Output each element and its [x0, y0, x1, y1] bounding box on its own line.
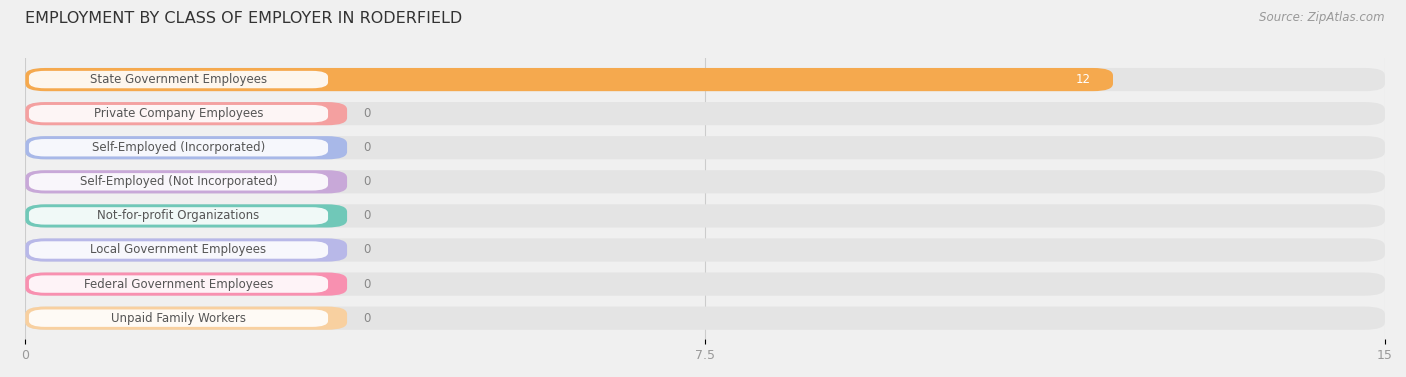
- FancyBboxPatch shape: [25, 204, 347, 227]
- Text: EMPLOYMENT BY CLASS OF EMPLOYER IN RODERFIELD: EMPLOYMENT BY CLASS OF EMPLOYER IN RODER…: [25, 11, 463, 26]
- Text: Unpaid Family Workers: Unpaid Family Workers: [111, 312, 246, 325]
- FancyBboxPatch shape: [25, 136, 347, 159]
- Text: 0: 0: [363, 141, 371, 154]
- Text: State Government Employees: State Government Employees: [90, 73, 267, 86]
- Text: Federal Government Employees: Federal Government Employees: [84, 277, 273, 291]
- Text: 0: 0: [363, 107, 371, 120]
- Text: 0: 0: [363, 312, 371, 325]
- FancyBboxPatch shape: [30, 71, 328, 88]
- Text: Source: ZipAtlas.com: Source: ZipAtlas.com: [1260, 11, 1385, 24]
- Text: 12: 12: [1076, 73, 1090, 86]
- Text: 0: 0: [363, 244, 371, 256]
- Text: Local Government Employees: Local Government Employees: [90, 244, 267, 256]
- FancyBboxPatch shape: [25, 307, 347, 330]
- Text: Private Company Employees: Private Company Employees: [94, 107, 263, 120]
- FancyBboxPatch shape: [30, 173, 328, 190]
- FancyBboxPatch shape: [25, 273, 1385, 296]
- FancyBboxPatch shape: [30, 207, 328, 225]
- Text: 0: 0: [363, 175, 371, 188]
- FancyBboxPatch shape: [25, 102, 1385, 125]
- Text: Self-Employed (Not Incorporated): Self-Employed (Not Incorporated): [80, 175, 277, 188]
- FancyBboxPatch shape: [30, 310, 328, 327]
- FancyBboxPatch shape: [25, 68, 1114, 91]
- FancyBboxPatch shape: [25, 238, 347, 262]
- FancyBboxPatch shape: [25, 136, 1385, 159]
- FancyBboxPatch shape: [30, 139, 328, 156]
- FancyBboxPatch shape: [25, 170, 1385, 193]
- FancyBboxPatch shape: [25, 238, 1385, 262]
- FancyBboxPatch shape: [30, 241, 328, 259]
- FancyBboxPatch shape: [25, 307, 1385, 330]
- Text: Self-Employed (Incorporated): Self-Employed (Incorporated): [91, 141, 266, 154]
- FancyBboxPatch shape: [25, 273, 347, 296]
- FancyBboxPatch shape: [30, 105, 328, 123]
- FancyBboxPatch shape: [25, 68, 1385, 91]
- FancyBboxPatch shape: [30, 275, 328, 293]
- Text: 0: 0: [363, 209, 371, 222]
- Text: Not-for-profit Organizations: Not-for-profit Organizations: [97, 209, 260, 222]
- Text: 0: 0: [363, 277, 371, 291]
- FancyBboxPatch shape: [25, 204, 1385, 227]
- FancyBboxPatch shape: [25, 102, 347, 125]
- FancyBboxPatch shape: [25, 170, 347, 193]
